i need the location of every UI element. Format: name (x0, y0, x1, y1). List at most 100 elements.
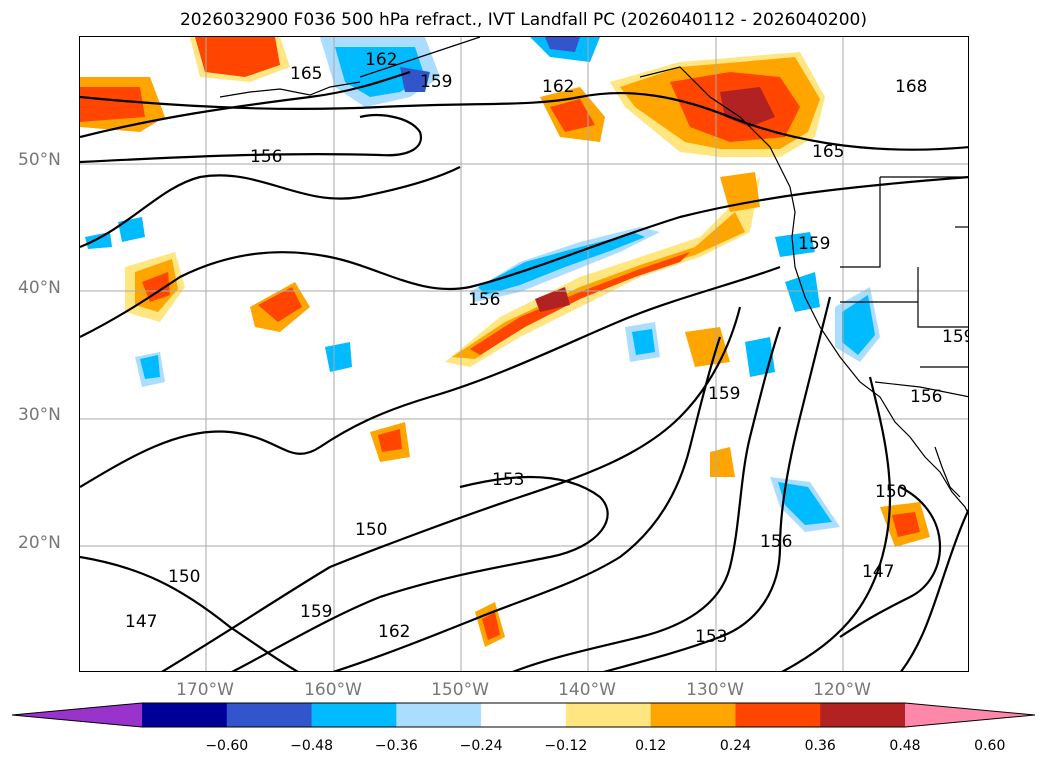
anomaly-negative-region (785, 272, 820, 312)
contour-label: 153 (492, 470, 524, 490)
anomaly-positive-region (378, 429, 402, 452)
contour-label: 150 (355, 520, 387, 540)
colorbar-segment (650, 703, 736, 727)
lon-label-140w: 140°W (558, 680, 616, 700)
colorbar-extend-low (12, 703, 142, 727)
colorbar-extend-high (905, 703, 1035, 727)
mexico-border (874, 381, 968, 398)
alaska-coast (359, 37, 481, 78)
lat-label-40n: 40°N (18, 278, 61, 298)
anomaly-negative-region (632, 329, 655, 355)
anomaly-positive-region (710, 447, 735, 477)
anomaly-positive-region (142, 272, 170, 302)
lat-label-20n: 20°N (18, 533, 61, 553)
colorbar-outline (11, 702, 1036, 728)
contour-line (80, 92, 968, 151)
colorbar-segment (142, 703, 228, 727)
colorbar-tick-label: −0.48 (290, 738, 333, 754)
contour-label: 156 (250, 147, 282, 167)
contour-label: 147 (862, 562, 894, 582)
colorbar-segment (481, 703, 567, 727)
contour-label: 159 (708, 384, 740, 404)
state-border (917, 267, 968, 328)
contour-line (839, 486, 942, 638)
coastlines (219, 37, 968, 515)
anomaly-positive-region (470, 252, 690, 355)
colorbar-segment (311, 703, 397, 727)
anomaly-negative-region (335, 47, 425, 97)
anomaly-negative-region (85, 232, 112, 249)
anomaly-negative-region (775, 232, 815, 257)
contour-line (781, 376, 892, 671)
contour-line (332, 336, 722, 671)
anomaly-positive-region (535, 287, 570, 312)
contour-line (900, 508, 968, 671)
anomaly-negative-region (118, 217, 145, 242)
anomaly-negative-region (140, 355, 160, 379)
anomaly-negative-region (325, 342, 352, 372)
colorbar-segment (820, 703, 906, 727)
contour-label: 168 (895, 77, 927, 97)
anomaly-positive-region (195, 37, 280, 77)
contour-line (80, 70, 411, 139)
contour-label: 162 (378, 622, 410, 642)
colorbar-segment (396, 703, 482, 727)
contour-line (80, 114, 423, 164)
map-panel: 165 162 159 162 168 165 156 159 156 159 … (79, 36, 969, 672)
lon-label-150w: 150°W (431, 680, 489, 700)
north-america-coast (639, 66, 968, 515)
contour-line (512, 326, 782, 671)
contour-label: 159 (942, 327, 969, 347)
contour-label: 162 (542, 77, 574, 97)
colorbar-tick-label: 0.60 (974, 738, 1006, 754)
contour-label: 165 (290, 64, 322, 84)
contour-line (80, 555, 299, 671)
lon-label-120w: 120°W (813, 680, 871, 700)
anomaly-positive-region (550, 99, 595, 132)
contour-label: 159 (798, 234, 830, 254)
anomaly-positive-region (892, 512, 920, 537)
gridlines (80, 37, 968, 671)
lat-label-30n: 30°N (18, 405, 61, 425)
anomaly-positive-region (685, 327, 730, 367)
anomaly-positive-region (258, 287, 302, 322)
colorbar-segment (565, 703, 652, 727)
contour-line (80, 166, 461, 249)
contour-label-group: 165 162 159 162 168 165 156 159 156 159 … (125, 50, 969, 647)
contour-label: 147 (125, 612, 157, 632)
gulf-of-california-coast (934, 446, 961, 498)
contour-line (603, 296, 832, 671)
anomaly-negative-region (778, 482, 832, 525)
contour-line (231, 475, 609, 671)
contour-label: 159 (300, 602, 332, 622)
anomaly-negative-region (842, 295, 875, 355)
anomaly-positive-region (80, 87, 145, 122)
colorbar-tick-label: −0.36 (374, 738, 418, 754)
contour-lines (80, 70, 968, 671)
lon-label-170w: 170°W (176, 680, 234, 700)
contour-line (80, 265, 781, 488)
colorbar-tick-label: 0.48 (889, 738, 921, 754)
lon-label-160w: 160°W (304, 680, 362, 700)
map-canvas: 165 162 159 162 168 165 156 159 156 159 … (80, 37, 969, 671)
contour-line (161, 306, 742, 671)
colorbar-tick-label: −0.12 (544, 738, 588, 754)
contour-label: 156 (910, 387, 942, 407)
contour-label: 153 (695, 627, 727, 647)
contour-label: 156 (468, 290, 500, 310)
colorbar-tick-label: 0.24 (719, 738, 752, 754)
contour-line (80, 176, 968, 338)
lat-label-50n: 50°N (18, 150, 61, 170)
colorbar-segment (735, 703, 821, 727)
contour-label: 150 (168, 567, 200, 587)
colorbar-tick-label: −0.24 (459, 738, 503, 754)
contour-label: 150 (875, 482, 907, 502)
colorbar-segment (226, 703, 313, 727)
contour-label: 159 (420, 72, 452, 92)
aleutian-islands (219, 81, 361, 98)
contour-label: 156 (760, 532, 792, 552)
map-title: 2026032900 F036 500 hPa refract., IVT La… (179, 10, 867, 30)
anomaly-positive-region (482, 612, 500, 640)
contour-label: 162 (365, 50, 397, 70)
shaded-anomalies (80, 37, 930, 647)
